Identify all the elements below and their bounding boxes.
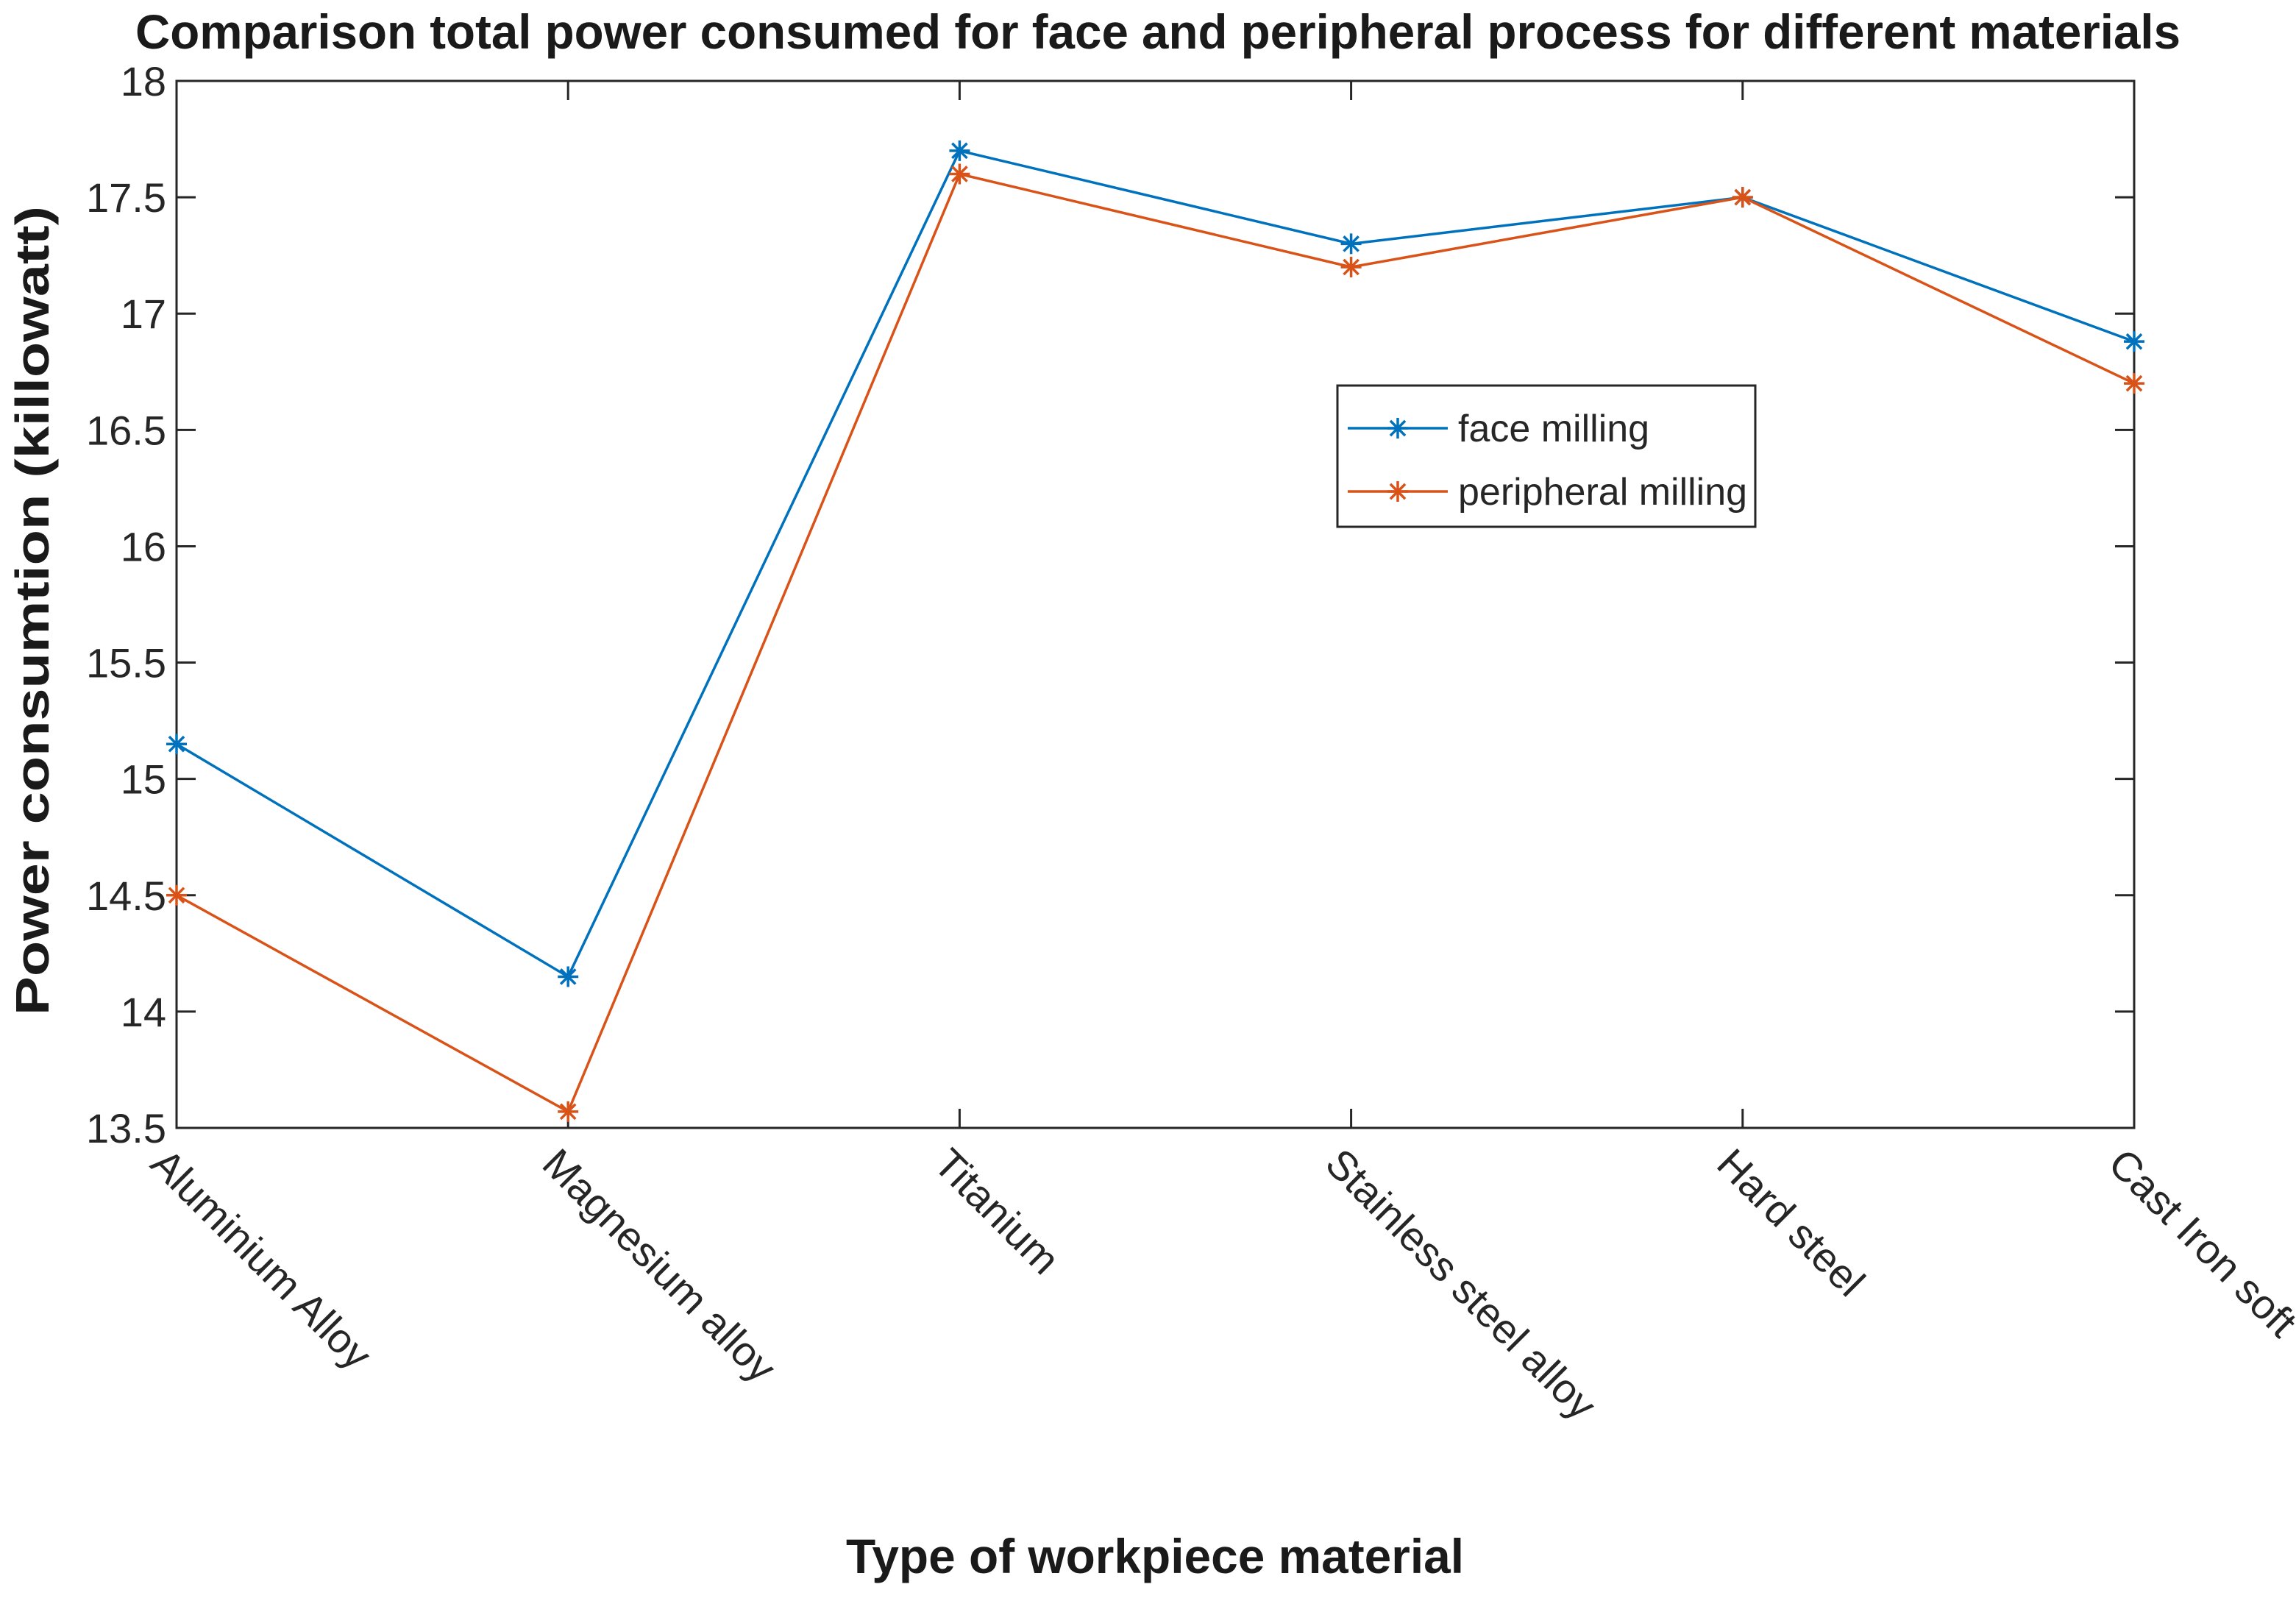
data-point-marker — [949, 140, 970, 161]
y-tick-label: 17 — [121, 291, 166, 337]
plot-area — [175, 79, 2136, 1129]
y-tick-label: 15 — [121, 756, 166, 803]
data-point-marker — [2124, 331, 2144, 352]
data-point-marker — [1340, 233, 1362, 255]
x-axis-label: Type of workpiece material — [846, 1529, 1464, 1583]
data-point-marker — [558, 966, 579, 987]
series-layer — [166, 140, 2144, 1122]
legend-label: peripheral milling — [1458, 471, 1747, 514]
y-tick-label: 14.5 — [86, 873, 166, 919]
data-point-marker — [2124, 373, 2144, 394]
data-point-marker — [949, 163, 970, 185]
y-tick-label: 16.5 — [86, 407, 166, 453]
y-tick-label: 17.5 — [86, 174, 166, 221]
legend-marker — [1387, 481, 1408, 502]
y-tick-label: 16 — [121, 523, 166, 569]
data-point-marker — [166, 884, 187, 906]
data-point-marker — [558, 1101, 579, 1122]
y-tick-label: 18 — [121, 58, 166, 104]
data-point-marker — [1732, 187, 1753, 208]
series-line-face-milling — [176, 149, 2135, 979]
y-tick-labels: 13.5 14 14.5 15 15.5 16 16.5 17 17.5 18 — [86, 58, 166, 1151]
legend-marker — [1387, 418, 1408, 439]
y-tick-label: 15.5 — [86, 640, 166, 686]
y-tick-label: 14 — [121, 989, 166, 1035]
legend: face milling peripheral milling — [1336, 384, 1757, 528]
data-point-marker — [1340, 256, 1362, 277]
series-line-peripheral-milling — [176, 172, 2135, 1114]
y-axis-label: Power consumtion (killowatt) — [6, 206, 59, 1015]
legend-label: face milling — [1458, 408, 1649, 450]
chart-title: Comparison total power consumed for face… — [135, 4, 2181, 59]
axes-box — [175, 79, 2136, 1129]
y-tick-label: 13.5 — [86, 1105, 166, 1151]
data-point-marker — [166, 734, 187, 755]
legend-box — [1336, 384, 1757, 528]
